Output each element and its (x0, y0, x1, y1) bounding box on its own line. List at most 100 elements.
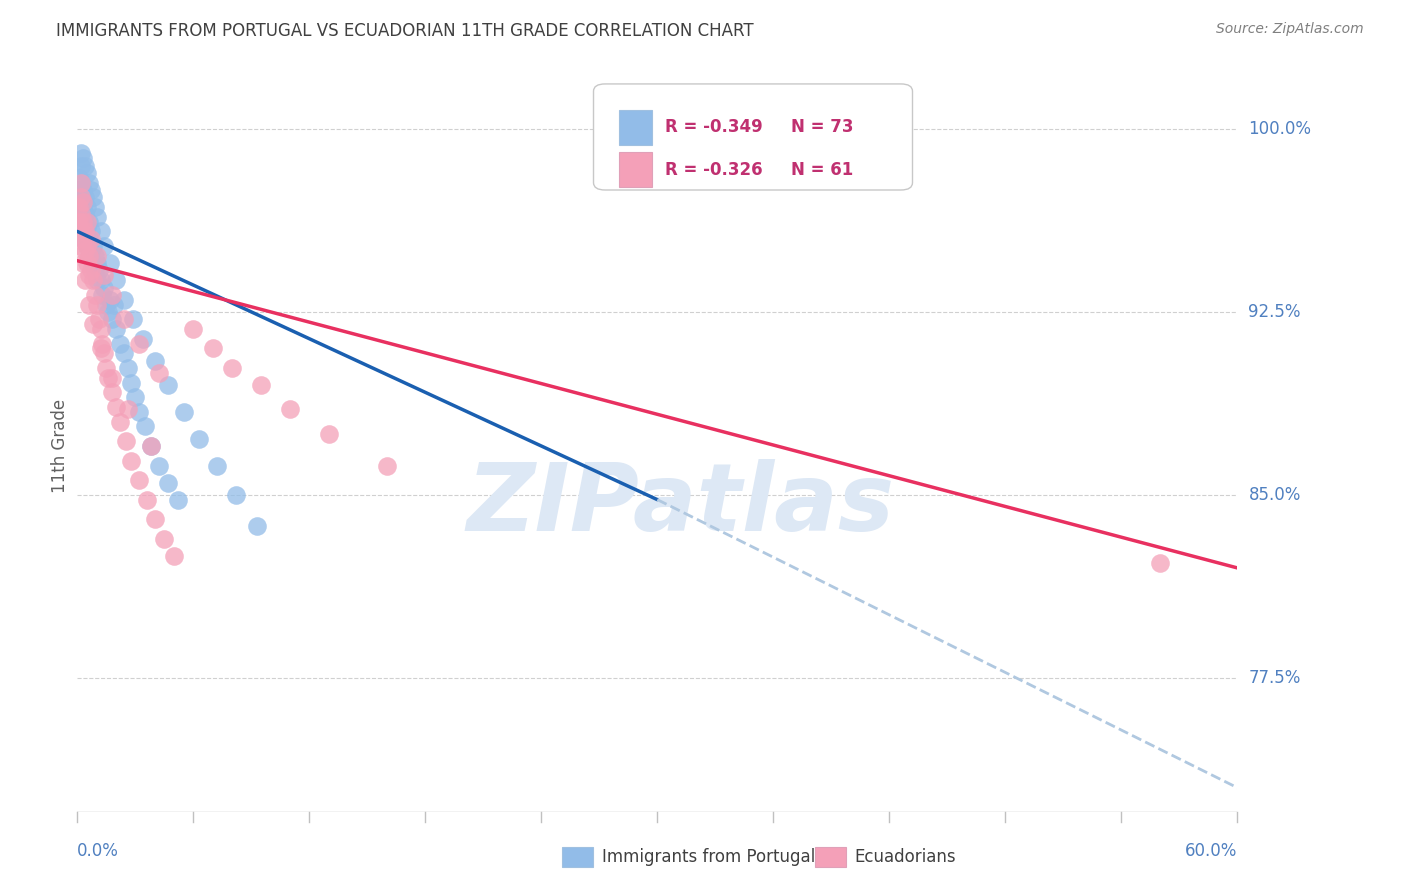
Point (108, 336, 131, 351)
Point (157, 378, 180, 392)
Point (128, 405, 150, 419)
Point (91, 288, 114, 302)
Point (72, 232, 94, 246)
Point (105, 273, 127, 287)
Point (77, 176, 100, 190)
Point (101, 288, 124, 302)
Point (82, 190, 104, 204)
Point (93, 268, 115, 283)
Point (90, 342, 111, 356)
Point (375, 458, 398, 473)
Point (105, 322, 127, 336)
Point (124, 390, 146, 404)
Point (80, 244, 103, 258)
Text: N = 61: N = 61 (790, 161, 853, 178)
Point (70, 215, 93, 229)
Point (188, 432, 211, 446)
Point (108, 415, 131, 429)
Point (97, 305, 120, 319)
Point (70, 200, 93, 214)
Point (139, 439, 162, 453)
Point (75, 207, 96, 221)
Point (1149, 556, 1171, 570)
Point (246, 519, 269, 533)
Point (139, 439, 162, 453)
Point (75, 224, 96, 238)
Point (76, 215, 98, 229)
Point (96, 361, 118, 376)
Point (75, 190, 96, 204)
Point (112, 346, 135, 360)
Point (90, 322, 111, 336)
Point (83, 263, 105, 277)
Point (67, 219, 90, 234)
Point (77, 232, 100, 246)
Text: Source: ZipAtlas.com: Source: ZipAtlas.com (1216, 22, 1364, 37)
Point (103, 297, 125, 311)
Point (76, 256, 98, 270)
Point (90, 273, 111, 287)
Point (86, 273, 108, 287)
Point (76, 200, 98, 214)
Point (75, 273, 96, 287)
Point (114, 434, 136, 449)
Text: 77.5%: 77.5% (1249, 669, 1301, 687)
Point (98, 293, 121, 307)
Point (76, 166, 98, 180)
Point (77, 297, 100, 311)
Point (75, 159, 96, 173)
Point (122, 312, 145, 326)
Point (318, 426, 340, 441)
Point (143, 512, 166, 526)
Point (67, 170, 90, 185)
Point (72, 183, 94, 197)
Point (67, 215, 90, 229)
Point (153, 532, 176, 546)
Point (70, 239, 93, 253)
Point (205, 458, 228, 473)
Point (86, 210, 108, 224)
Point (105, 400, 127, 414)
Point (201, 342, 224, 356)
Point (86, 249, 108, 263)
Point (96, 297, 118, 311)
Point (86, 256, 108, 270)
Point (90, 224, 111, 238)
Point (91, 336, 114, 351)
Point (80, 232, 103, 246)
Text: ZIPatlas: ZIPatlas (467, 458, 894, 550)
Point (221, 361, 243, 376)
Point (101, 312, 124, 326)
Point (72, 200, 94, 214)
Point (76, 239, 98, 253)
Point (72, 256, 94, 270)
Point (121, 376, 143, 390)
Text: 100.0%: 100.0% (1249, 120, 1312, 138)
Point (98, 256, 121, 270)
Point (143, 353, 166, 368)
Point (101, 385, 124, 400)
Point (70, 146, 93, 161)
Point (70, 176, 93, 190)
Point (278, 402, 301, 417)
Point (75, 224, 96, 238)
Point (75, 244, 96, 258)
Point (72, 195, 94, 210)
Point (67, 200, 90, 214)
Point (87, 263, 110, 277)
Point (70, 159, 93, 173)
Y-axis label: 11th Grade: 11th Grade (51, 399, 69, 493)
Point (72, 151, 94, 165)
Point (93, 239, 115, 253)
Text: R = -0.349: R = -0.349 (665, 118, 763, 136)
Point (93, 280, 115, 294)
Point (77, 215, 100, 229)
Point (112, 293, 135, 307)
Point (112, 312, 135, 326)
Point (183, 322, 205, 336)
Point (157, 475, 180, 490)
Point (70, 176, 93, 190)
Point (80, 224, 103, 238)
Point (163, 549, 186, 563)
Point (97, 370, 120, 384)
